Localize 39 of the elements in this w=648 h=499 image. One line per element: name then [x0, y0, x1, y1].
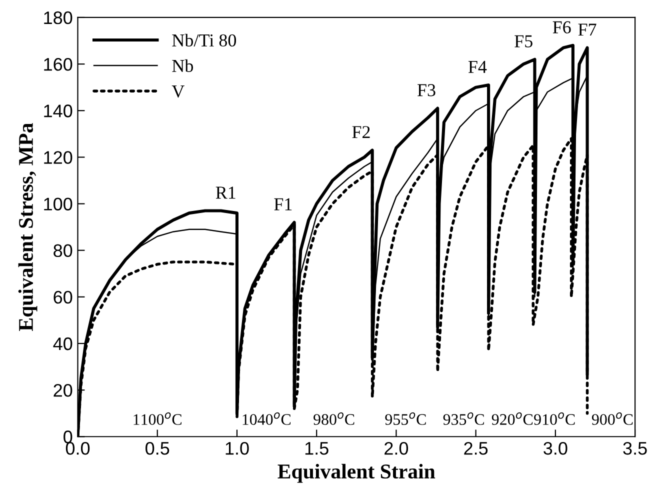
- annotation: 935$^{o}$C: [443, 412, 484, 425]
- annotation: 1040$^{o}$C: [242, 412, 291, 425]
- annotation: 910$^{o}$C: [534, 412, 575, 425]
- y-tick-label: 160: [44, 58, 72, 71]
- y-tick-label: 60: [54, 290, 72, 304]
- annotation: F3: [417, 84, 436, 96]
- y-tick-label: 20: [54, 384, 72, 397]
- annotation: F7: [578, 24, 596, 36]
- x-tick-label: 0.0: [66, 442, 90, 455]
- x-tick-label: 3.5: [623, 442, 647, 455]
- legend-label: Nb: [172, 59, 194, 72]
- annotation: F6: [552, 21, 571, 34]
- y-tick-label: 140: [44, 104, 72, 118]
- annotation: 955$^{o}$C: [385, 412, 426, 425]
- x-tick-label: 2.0: [384, 442, 408, 455]
- annotation: R1: [216, 186, 236, 199]
- y-tick-label: 40: [53, 337, 72, 350]
- x-tick-label: 1.5: [305, 442, 328, 455]
- annotation: 900$^{o}$C: [592, 412, 633, 425]
- legend-label: Nb/Ti 80: [172, 34, 236, 47]
- annotation: 1100$^{o}$C: [134, 412, 182, 425]
- y-tick-label: 100: [44, 198, 72, 210]
- y-tick-label: 120: [44, 151, 72, 164]
- annotation: 920$^{o}$C: [492, 412, 533, 425]
- annotation: F2: [352, 126, 370, 138]
- x-tick-label: 2.5: [464, 442, 488, 455]
- y-tick-label: 80: [54, 244, 72, 258]
- x-tick-label: 1.0: [226, 442, 249, 455]
- y-tick-label: 0: [64, 430, 72, 444]
- legend-label: V: [172, 86, 184, 98]
- annotation: F1: [274, 198, 292, 210]
- annotation: F4: [468, 60, 487, 73]
- y-tick-label: 180: [44, 11, 72, 24]
- annotation: 980$^{o}$C: [314, 412, 354, 425]
- x-tick-label: 0.5: [146, 442, 170, 455]
- x-axis-title: Equivalent Strain: [278, 464, 436, 483]
- x-tick-label: 3.0: [544, 442, 568, 455]
- annotation: F5: [514, 35, 532, 48]
- y-axis-title: Equivalent Stress, MPa: [18, 123, 38, 331]
